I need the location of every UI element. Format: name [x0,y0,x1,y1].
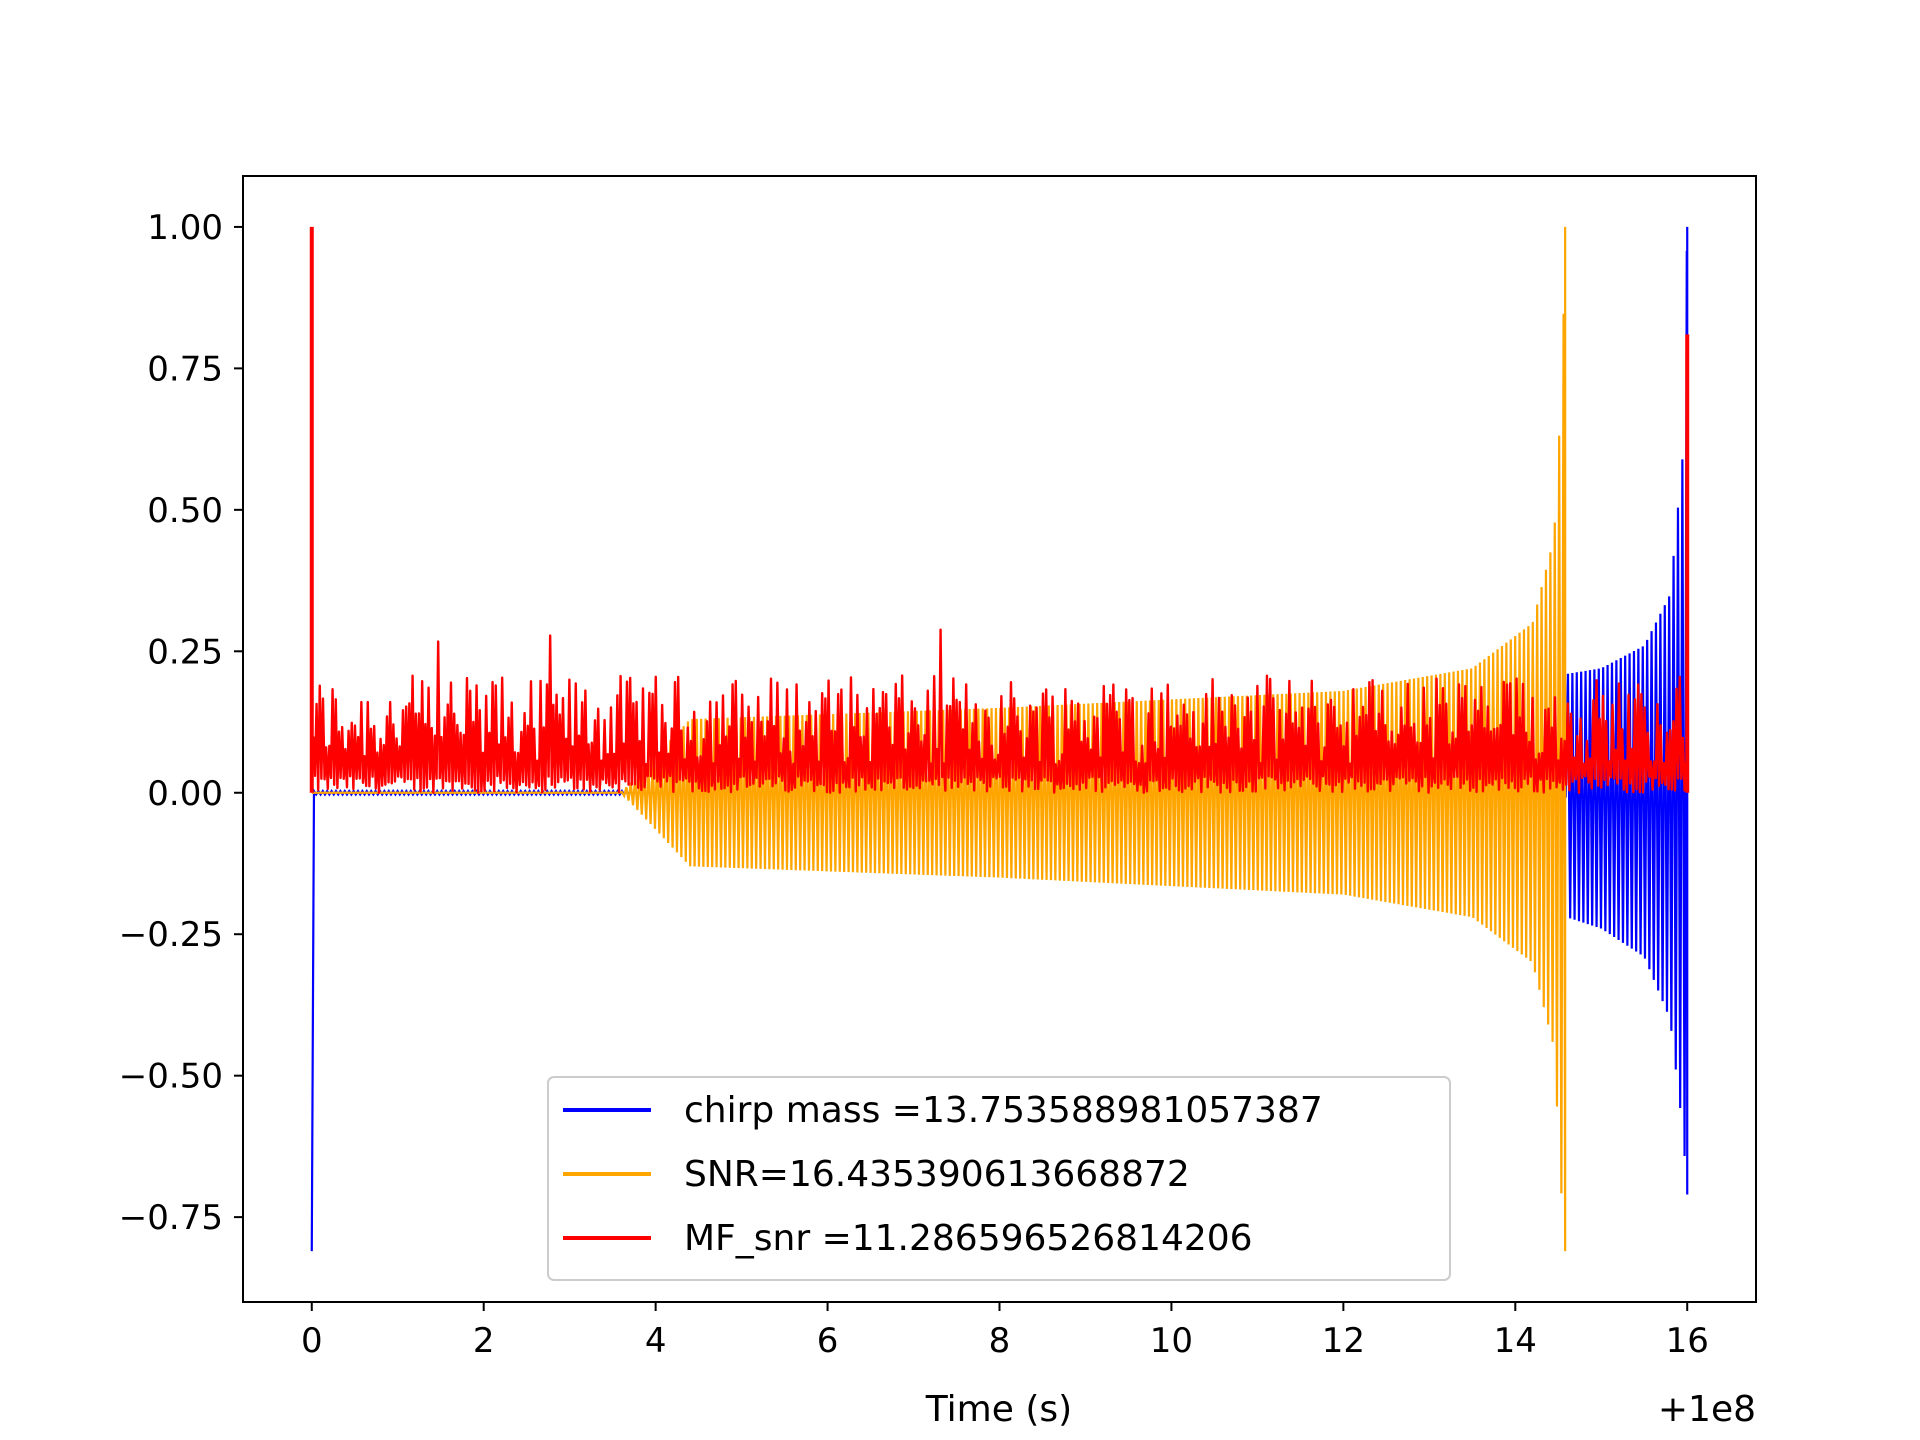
x-axis-label: Time (s) [925,1389,1072,1430]
x-tick-label: 4 [645,1321,667,1361]
series-layer [309,226,1690,1252]
y-tick-label: 0.25 [147,632,223,672]
x-tick-label: 14 [1494,1321,1537,1361]
legend-label-snr: SNR=16.435390613668872 [684,1154,1190,1195]
y-axis: 1.00 0.75 0.50 0.25 0.00 −0.25 −0.50 −0.75 [119,208,243,1238]
series-line-snr [311,226,1567,1252]
x-tick-label: 6 [817,1321,839,1361]
x-tick-label: 12 [1322,1321,1365,1361]
x-tick-label: 8 [989,1321,1011,1361]
x-tick-label: 0 [301,1321,323,1361]
y-tick-label: 0.00 [147,774,223,814]
legend: chirp mass =13.753588981057387 SNR=16.43… [547,1076,1451,1281]
y-tick-label: −0.75 [119,1198,223,1238]
x-axis-offset-label: +1e8 [1658,1389,1756,1430]
x-tick-label: 16 [1666,1321,1709,1361]
legend-box [547,1076,1451,1281]
y-tick-label: 0.75 [147,349,223,389]
legend-label-chirp-mass: chirp mass =13.753588981057387 [684,1090,1323,1131]
series-line-mf-snr [310,628,1688,794]
x-tick-label: 2 [473,1321,495,1361]
y-tick-label: −0.50 [119,1057,223,1097]
y-tick-label: −0.25 [119,915,223,955]
y-tick-label: 1.00 [147,208,223,248]
legend-label-mf-snr: MF_snr =11.286596526814206 [684,1218,1253,1259]
y-tick-label: 0.50 [147,491,223,531]
x-axis: 0 2 4 6 8 10 12 14 16 [301,1302,1709,1361]
x-tick-label: 10 [1150,1321,1193,1361]
